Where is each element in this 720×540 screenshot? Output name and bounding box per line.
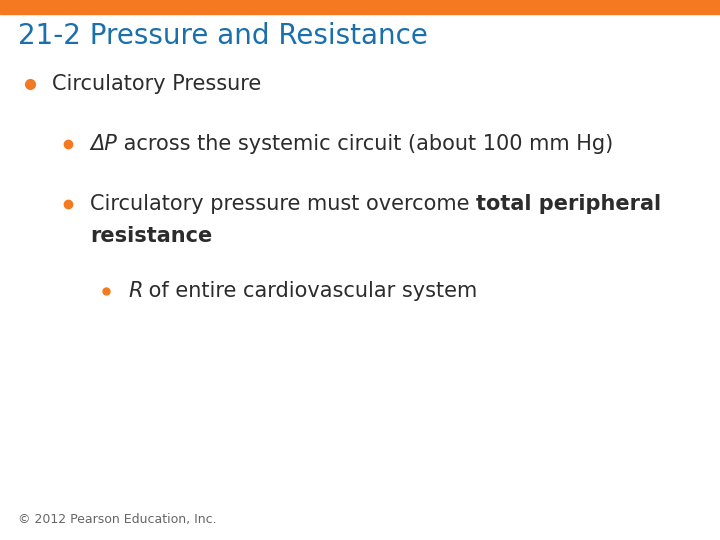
Text: © 2012 Pearson Education, Inc.: © 2012 Pearson Education, Inc. (18, 513, 217, 526)
Text: 21-2 Pressure and Resistance: 21-2 Pressure and Resistance (18, 22, 428, 50)
Text: of entire cardiovascular system: of entire cardiovascular system (143, 281, 478, 301)
Text: across the systemic circuit (about 100 mm Hg): across the systemic circuit (about 100 m… (117, 134, 613, 154)
Text: ΔP: ΔP (90, 134, 117, 154)
Text: Circulatory Pressure: Circulatory Pressure (52, 74, 261, 94)
Text: R: R (128, 281, 143, 301)
Text: Circulatory pressure must overcome: Circulatory pressure must overcome (90, 194, 476, 214)
Text: total peripheral: total peripheral (476, 194, 661, 214)
Bar (0, 0, 720, 14)
Text: resistance: resistance (90, 226, 212, 246)
